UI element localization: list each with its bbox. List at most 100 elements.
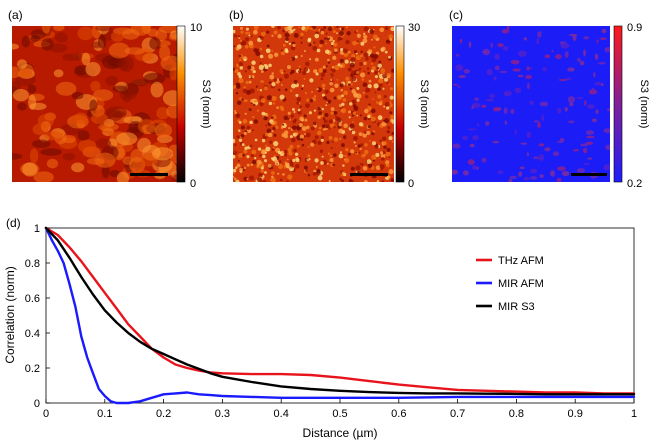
map-b-speck <box>283 134 289 139</box>
map-c-patch <box>576 97 584 100</box>
map-b-speck <box>323 37 327 40</box>
map-b-speck <box>259 89 263 92</box>
map-c-patch <box>526 152 529 157</box>
map-b-speck <box>287 147 292 152</box>
map-a-blob <box>90 113 108 125</box>
map-c-patch <box>564 106 568 112</box>
map-b-speck <box>351 99 357 105</box>
map-b-speck <box>287 65 292 70</box>
map-b-speck <box>388 156 391 159</box>
map-b-speck <box>287 111 291 115</box>
map-b-speck <box>360 41 365 46</box>
map-b-speck <box>265 146 271 152</box>
map-b-speck <box>332 153 337 157</box>
colorbar-a-bar <box>176 25 186 183</box>
map-b-speck <box>382 73 387 79</box>
map-b-speck <box>273 30 278 35</box>
map-b-speck <box>260 149 267 155</box>
map-b-speck <box>244 145 247 148</box>
map-c-patch <box>472 135 479 141</box>
map-c-patch <box>556 140 563 144</box>
map-c-patch <box>565 77 572 81</box>
map-b-speck <box>304 91 307 95</box>
map-b-speck <box>327 162 329 165</box>
map-c-patch <box>458 75 467 78</box>
colorbar-c-bar <box>613 25 623 183</box>
map-c-patch <box>599 37 607 40</box>
map-b-speck <box>389 87 394 91</box>
map-b-speck <box>307 146 310 148</box>
map-b-speck <box>357 144 361 148</box>
map-b-speck <box>304 28 308 32</box>
map-b-speck <box>339 151 342 154</box>
map-b-speck <box>344 154 347 158</box>
map-b-speck <box>322 65 326 69</box>
map-b-speck <box>339 27 342 30</box>
map-b-speck <box>370 38 373 41</box>
map-b-speck <box>249 175 255 181</box>
map-b-speck <box>333 42 338 47</box>
map-b-speck <box>244 146 248 150</box>
map-b-speck <box>315 165 318 168</box>
map-c-patch <box>567 67 575 72</box>
map-b-speck <box>247 31 251 35</box>
map-b-speck <box>240 26 243 30</box>
map-b-speck <box>351 89 356 94</box>
map-b-speck <box>294 164 300 169</box>
map-b-speck <box>341 94 344 98</box>
map-b-speck <box>350 166 355 171</box>
map-b-speck <box>282 43 286 47</box>
map-b-speck <box>306 113 309 115</box>
map-b-speck <box>334 65 340 71</box>
map-b-speck <box>244 112 247 115</box>
map-b-speck <box>245 80 249 85</box>
map-b-speck <box>341 171 346 175</box>
map-b-speck <box>382 141 387 146</box>
map-b-speck <box>324 112 329 118</box>
map-c-patch <box>452 143 461 149</box>
map-b-speck <box>264 171 267 174</box>
map-c-patch <box>587 104 595 109</box>
map-a-blob <box>53 26 65 32</box>
map-b-speck <box>265 112 267 115</box>
map-b-speck <box>255 85 258 88</box>
map-c-patch <box>560 42 570 49</box>
map-b-speck <box>362 165 368 171</box>
map-b-speck <box>355 55 361 61</box>
map-b-speck <box>273 141 279 147</box>
map-b-speck <box>276 163 278 165</box>
map-a-blob <box>98 123 119 131</box>
map-b-speck <box>296 101 300 105</box>
map-b-speck <box>248 80 252 84</box>
map-b-speck <box>246 163 250 167</box>
map-b-speck <box>233 29 236 34</box>
colorbar-c: 0.9 0.2 S3 (norm) <box>613 22 650 190</box>
map-b-speck <box>294 152 299 156</box>
map-b-speck <box>391 131 394 136</box>
map-b-speck <box>333 48 338 53</box>
map-b-speck <box>366 159 372 165</box>
map-b-speck <box>374 75 378 79</box>
map-b-speck <box>384 26 389 30</box>
map-b-speck <box>246 155 250 159</box>
map-b-speck <box>367 124 371 129</box>
map-c-patch <box>539 101 549 107</box>
map-b-speck <box>277 172 280 175</box>
map-b-speck <box>259 47 263 51</box>
map-a-blob <box>95 26 112 32</box>
series-mir-s3 <box>44 226 636 396</box>
map-a-blob <box>74 65 88 76</box>
map-b-speck <box>273 133 277 137</box>
map-b-speck <box>309 98 314 103</box>
map-b-speck <box>242 119 248 124</box>
map-c-patch <box>493 76 497 81</box>
map-b-speck <box>263 116 268 121</box>
map-b-speck <box>366 67 370 70</box>
map-b-speck <box>236 163 241 168</box>
map-b-speck <box>322 69 327 74</box>
map-a-blob <box>131 79 150 87</box>
map-b-speck <box>253 99 257 103</box>
map-b-speck <box>371 62 374 65</box>
map-a-blob <box>55 81 77 96</box>
